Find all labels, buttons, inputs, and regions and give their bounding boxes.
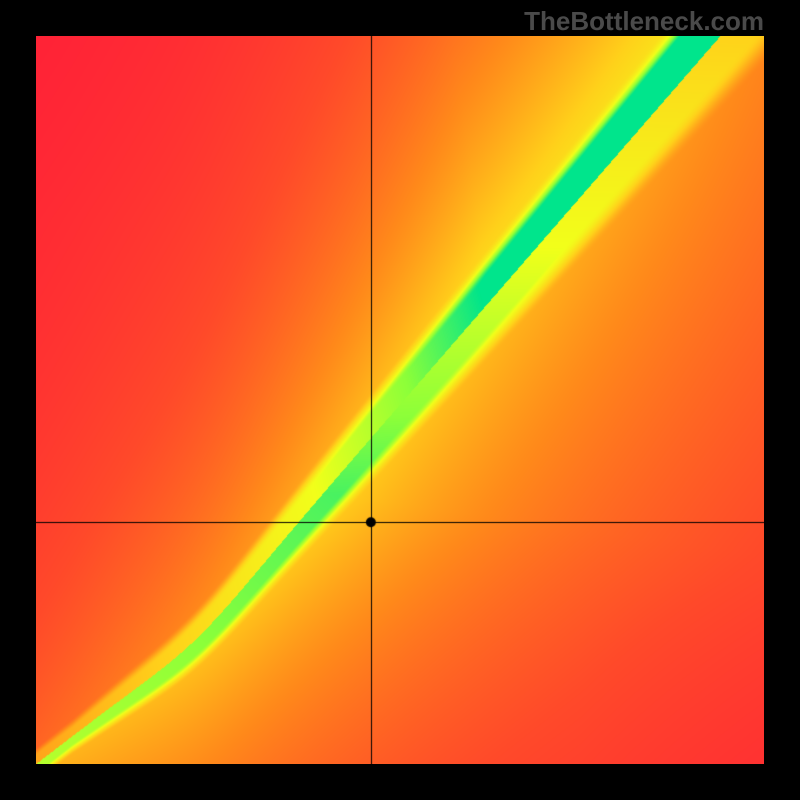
- watermark-text: TheBottleneck.com: [524, 6, 764, 37]
- bottleneck-heatmap: [36, 36, 764, 764]
